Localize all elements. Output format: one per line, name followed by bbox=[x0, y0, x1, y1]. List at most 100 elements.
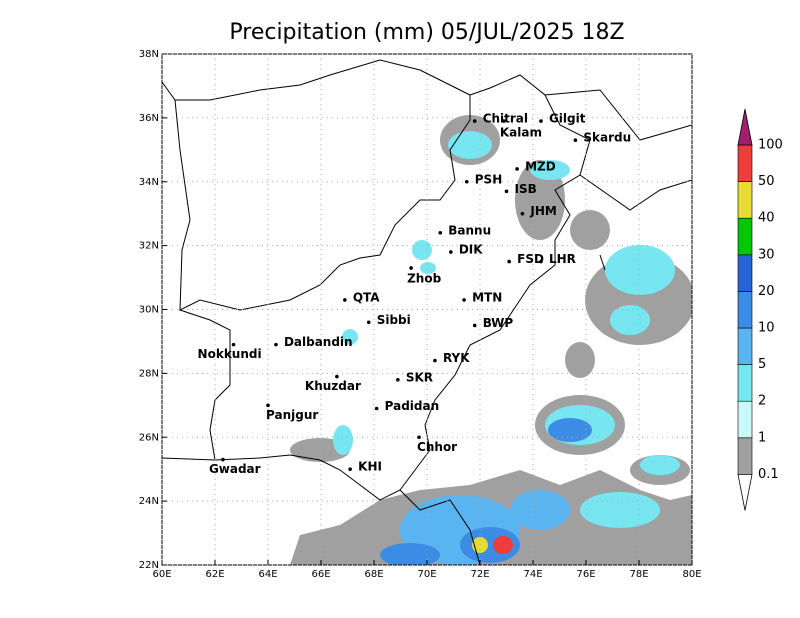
city-label: RYK bbox=[443, 351, 470, 365]
city-marker bbox=[464, 179, 469, 184]
x-tick-label: 70E bbox=[417, 569, 436, 580]
colorbar-label: 10 bbox=[758, 321, 775, 336]
city-marker bbox=[507, 259, 511, 264]
city-label: Chhor bbox=[417, 440, 457, 454]
y-tick-label: 26N bbox=[139, 432, 159, 443]
x-tick-label: 76E bbox=[576, 569, 595, 580]
x-tick-label: 66E bbox=[311, 569, 330, 580]
y-tick-label: 36N bbox=[139, 113, 159, 124]
city-label: Sibbi bbox=[377, 313, 411, 327]
precip-area bbox=[580, 492, 660, 528]
city-label: Padidan bbox=[385, 399, 440, 413]
precip-area bbox=[610, 305, 650, 335]
precip-area bbox=[380, 543, 440, 565]
city-label: MTN bbox=[472, 290, 502, 304]
city-marker bbox=[274, 342, 278, 347]
axes: 60E 62E 64E 66E 68E 70E 72E 74E 76E 78E 80E 22N 24N 2… bbox=[139, 49, 702, 580]
precip-area bbox=[565, 342, 595, 378]
colorbar-under bbox=[737, 474, 753, 511]
city-label: FSD bbox=[517, 252, 544, 266]
city-label: LHR bbox=[549, 252, 576, 266]
city-marker bbox=[348, 467, 352, 471]
colorbar-segment bbox=[737, 217, 753, 256]
colorbar-label: 20 bbox=[758, 284, 775, 299]
city-marker bbox=[539, 119, 543, 123]
city-marker bbox=[335, 374, 339, 379]
city-label: Kalam bbox=[500, 126, 542, 140]
y-tick-label: 22N bbox=[139, 560, 159, 571]
city-marker bbox=[266, 403, 270, 408]
city-label: BWP bbox=[483, 316, 514, 330]
city-label: KHI bbox=[358, 460, 382, 474]
colorbar-segment bbox=[737, 291, 753, 329]
colorbar-segment bbox=[737, 364, 753, 402]
precip-field bbox=[162, 59, 692, 565]
city-marker bbox=[502, 119, 506, 123]
precip-area bbox=[333, 425, 353, 455]
city-marker bbox=[409, 266, 413, 270]
city-label: Chitral bbox=[483, 112, 528, 126]
x-tick-label: 60E bbox=[152, 569, 171, 580]
city-marker bbox=[515, 167, 519, 171]
colorbar-label: 50 bbox=[758, 174, 775, 189]
city-label: Zhob bbox=[407, 271, 441, 285]
city-label: Nokkundi bbox=[198, 347, 262, 361]
x-tick-label: 78E bbox=[629, 569, 648, 580]
colorbar-label: 30 bbox=[758, 247, 775, 262]
colorbar-segment bbox=[737, 254, 753, 292]
colorbar-label: 0.1 bbox=[758, 467, 779, 482]
city-label: Panjgur bbox=[266, 408, 318, 422]
city-marker bbox=[472, 323, 477, 328]
city-marker bbox=[472, 119, 477, 123]
x-tick-label: 68E bbox=[364, 569, 383, 580]
x-tick-label: 80E bbox=[682, 569, 701, 580]
y-tick-label: 38N bbox=[139, 49, 159, 60]
precip-area bbox=[460, 527, 520, 563]
map-title: Precipitation (mm) 05/JUL/2025 18Z bbox=[229, 20, 624, 45]
colorbar-segment bbox=[737, 400, 753, 439]
city-marker bbox=[539, 259, 543, 264]
city-label: ISB bbox=[515, 182, 537, 196]
colorbar-segment bbox=[737, 327, 753, 365]
y-tick-label: 34N bbox=[139, 177, 159, 188]
colorbar-over bbox=[737, 108, 753, 146]
x-tick-label: 74E bbox=[523, 569, 542, 580]
city-marker bbox=[520, 211, 525, 216]
colorbar-label: 1 bbox=[758, 430, 766, 445]
city-label: DIK bbox=[459, 243, 483, 257]
precip-area bbox=[530, 160, 570, 180]
city-label: SKR bbox=[406, 370, 433, 384]
x-tick-label: 72E bbox=[470, 569, 489, 580]
precip-area bbox=[570, 210, 610, 250]
y-tick-label: 30N bbox=[139, 305, 159, 316]
colorbar: 0.1 1 2 5 10 20 30 40 50 100 bbox=[737, 108, 783, 511]
colorbar-segment bbox=[737, 181, 753, 219]
city-marker bbox=[374, 406, 379, 411]
city-label: Gilgit bbox=[549, 112, 586, 126]
y-tick-label: 28N bbox=[139, 368, 159, 379]
city-label: JHM bbox=[529, 204, 556, 218]
city-marker bbox=[433, 358, 437, 363]
precip-area bbox=[342, 329, 358, 345]
borders bbox=[162, 59, 692, 565]
city-label: QTA bbox=[353, 290, 380, 304]
precip-area bbox=[515, 160, 565, 240]
colorbar-segment bbox=[737, 144, 753, 182]
precip-area bbox=[420, 262, 436, 274]
city-marker bbox=[417, 435, 421, 440]
city-marker bbox=[396, 377, 400, 382]
city-label: Skardu bbox=[583, 131, 631, 145]
precip-area bbox=[640, 455, 680, 475]
x-tick-label: 62E bbox=[205, 569, 224, 580]
city-marker bbox=[343, 298, 347, 302]
y-tick-label: 32N bbox=[139, 241, 159, 252]
city-label: Gwadar bbox=[209, 462, 261, 476]
city-marker bbox=[231, 342, 236, 347]
city-marker bbox=[573, 138, 578, 143]
city-marker bbox=[438, 231, 443, 235]
city-label: Khuzdar bbox=[305, 379, 361, 393]
city-marker bbox=[221, 457, 225, 462]
city-label: PSH bbox=[475, 172, 502, 186]
